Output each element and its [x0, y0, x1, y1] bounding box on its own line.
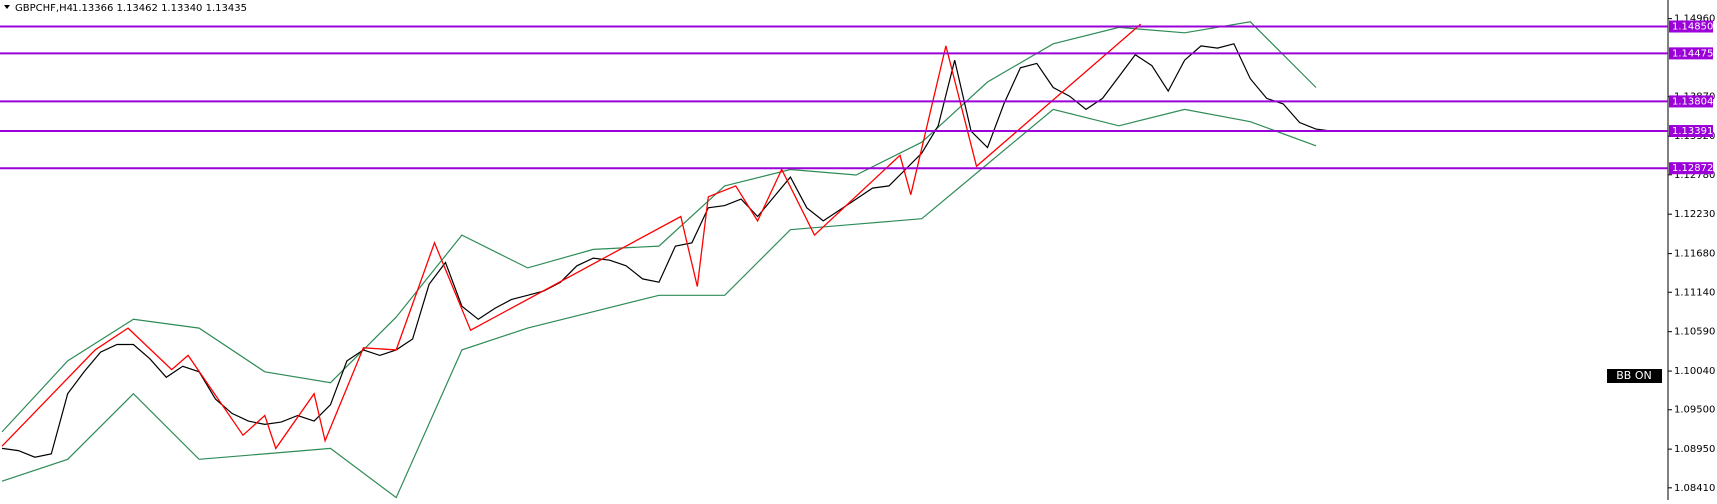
menu-arrow[interactable] — [4, 5, 10, 9]
bollinger-lower — [1, 108, 1317, 499]
y-tick-label: 1.12780 — [1674, 170, 1715, 181]
level-label: 1.13391 — [1672, 126, 1713, 137]
y-tick-label: 1.14960 — [1674, 14, 1715, 25]
y-tick-label: 1.11680 — [1674, 249, 1715, 260]
level-label: 1.14475 — [1672, 48, 1713, 59]
quote: 1.13366 1.13462 1.13340 1.13435 — [72, 3, 247, 14]
level-label-box — [1669, 162, 1713, 175]
level-label: 1.14850 — [1672, 22, 1713, 33]
chart-title: GBPCHF,H4 — [15, 3, 73, 14]
y-tick-label: 1.10040 — [1674, 366, 1715, 377]
y-tick-label: 1.08950 — [1674, 444, 1715, 455]
indicator-badge — [1607, 369, 1662, 383]
bollinger-upper — [1, 21, 1317, 433]
y-tick-label: 1.12230 — [1674, 209, 1715, 220]
level-label-box — [1669, 125, 1713, 138]
level-label-box — [1669, 95, 1713, 108]
y-tick-label: 1.11140 — [1674, 287, 1715, 298]
y-tick-label: 1.08410 — [1674, 483, 1715, 494]
y-tick-label: 1.10590 — [1674, 327, 1715, 338]
indicator-label: BB ON — [1616, 369, 1651, 382]
level-label: 1.13804 — [1672, 96, 1713, 107]
level-label-box — [1669, 20, 1713, 33]
y-tick-label: 1.09500 — [1674, 405, 1715, 416]
level-label-box — [1669, 47, 1713, 60]
level-label: 1.12872 — [1672, 163, 1713, 174]
